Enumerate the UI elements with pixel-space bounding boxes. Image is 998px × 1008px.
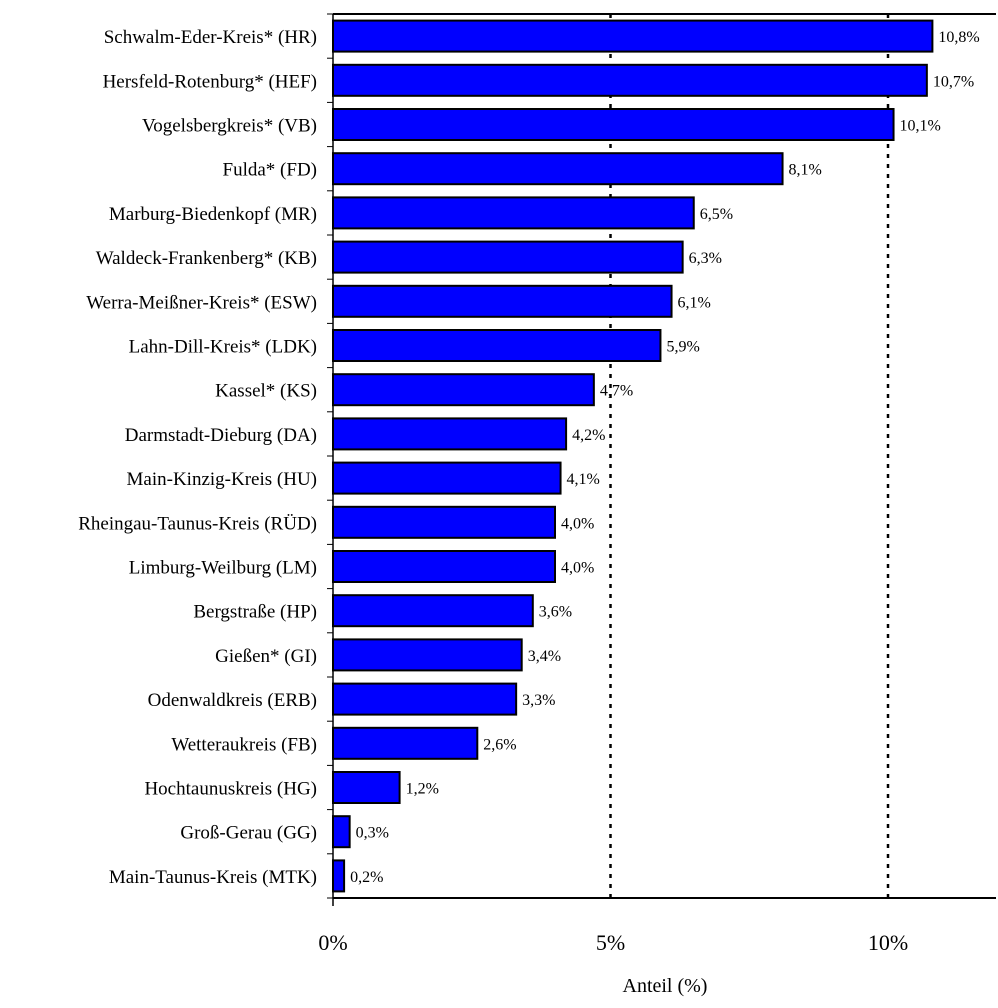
grid-lines [609, 14, 890, 898]
category-label: Main-Kinzig-Kreis (HU) [127, 469, 317, 490]
data-label: 4,7% [600, 383, 633, 400]
x-tick-label: 5% [596, 930, 625, 955]
data-label: 10,1% [900, 118, 941, 135]
data-label: 6,3% [689, 250, 722, 267]
data-label: 2,6% [483, 736, 516, 753]
data-label: 10,8% [938, 29, 979, 46]
x-axis-title: Anteil (%) [623, 975, 708, 997]
category-label: Fulda* (FD) [223, 160, 317, 181]
bar [332, 63, 928, 97]
data-label: 4,1% [567, 471, 600, 488]
category-label: Marburg-Biedenkopf (MR) [109, 204, 317, 225]
bar [332, 108, 895, 141]
x-tick-label: 0% [318, 930, 347, 955]
data-label: 4,2% [572, 427, 605, 444]
bar [332, 417, 568, 451]
data-label: 5,9% [666, 339, 699, 356]
category-label: Wetteraukreis (FB) [171, 734, 317, 755]
data-label: 10,7% [933, 73, 974, 90]
bar [332, 815, 351, 849]
category-label: Kassel* (KS) [215, 381, 317, 402]
bar [332, 594, 534, 628]
bar [332, 240, 684, 274]
category-label: Hochtaunuskreis (HG) [144, 779, 317, 800]
data-label: 3,6% [539, 604, 572, 621]
labels: Schwalm-Eder-Kreis* (HR) 10,8% Hersfeld-Ro… [78, 27, 979, 955]
bar [332, 329, 662, 362]
category-label: Werra-Meißner-Kreis* (ESW) [86, 292, 317, 313]
bar [332, 196, 695, 230]
category-label: Schwalm-Eder-Kreis* (HR) [104, 27, 317, 48]
data-label: 4,0% [561, 560, 594, 577]
bar [332, 461, 562, 495]
bar [332, 638, 523, 672]
data-label: 6,5% [700, 206, 733, 223]
x-tick-label: 10% [868, 930, 908, 955]
data-label: 6,1% [678, 294, 711, 311]
category-label: Rheingau-Taunus-Kreis (RÜD) [78, 513, 317, 534]
category-label: Odenwaldkreis (ERB) [148, 690, 317, 711]
bar [332, 284, 673, 318]
category-label: Main-Taunus-Kreis (MTK) [109, 867, 317, 888]
category-label: Limburg-Weilburg (LM) [129, 558, 317, 579]
bar [332, 550, 556, 583]
data-label: 1,2% [406, 781, 439, 798]
bars [332, 19, 934, 893]
category-label: Waldeck-Frankenberg* (KB) [96, 248, 317, 269]
bar [332, 505, 556, 539]
data-label: 3,3% [522, 692, 555, 709]
bar [332, 19, 934, 53]
category-label: Groß-Gerau (GG) [180, 823, 317, 844]
data-label: 3,4% [528, 648, 561, 665]
bar [332, 726, 479, 760]
category-label: Bergstraße (HP) [193, 602, 317, 623]
data-label: 4,0% [561, 515, 594, 532]
category-label: Lahn-Dill-Kreis* (LDK) [129, 337, 317, 358]
category-label: Darmstadt-Dieburg (DA) [125, 425, 317, 446]
category-label: Gießen* (GI) [215, 646, 317, 667]
bar [332, 373, 595, 407]
bar [332, 859, 346, 893]
category-label: Hersfeld-Rotenburg* (HEF) [103, 71, 317, 92]
data-label: 0,2% [350, 869, 383, 886]
bar [332, 152, 784, 186]
category-label: Vogelsbergkreis* (VB) [142, 116, 317, 137]
bar [332, 682, 518, 716]
axes [327, 13, 996, 906]
data-label: 8,1% [789, 162, 822, 179]
data-label: 0,3% [356, 825, 389, 842]
bar [332, 771, 401, 804]
